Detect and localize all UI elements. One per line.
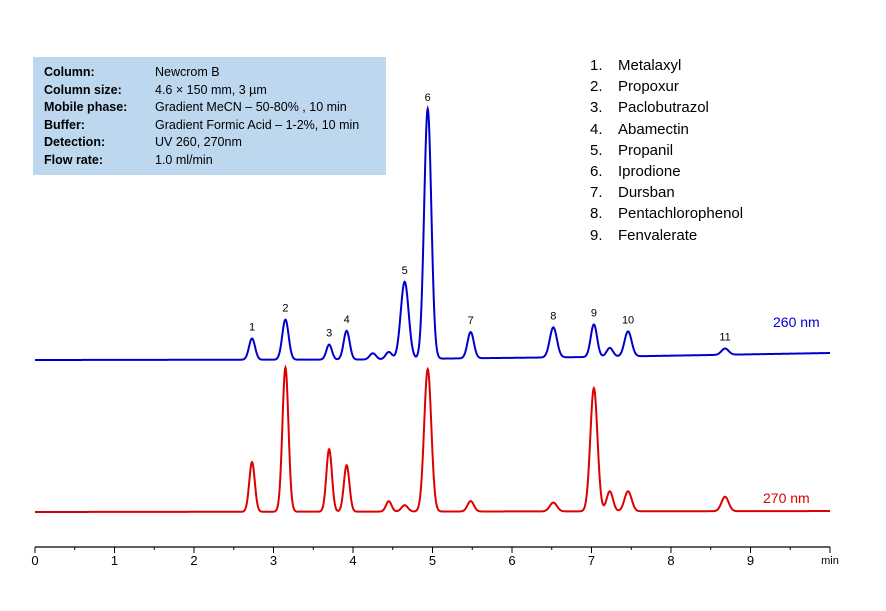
compound-number: 4. — [590, 120, 603, 138]
info-key: Detection: — [44, 135, 106, 150]
x-tick-label: 1 — [111, 553, 118, 568]
compound-name: Fenvalerate — [618, 226, 698, 244]
info-key: Mobile phase: — [44, 100, 128, 115]
info-key: Buffer: — [44, 117, 85, 132]
info-value: Newcrom B — [155, 65, 220, 79]
compound-number: 8. — [590, 205, 603, 223]
series-labels: 260 nm 270 nm — [763, 314, 820, 506]
compound-name: Dursban — [618, 184, 675, 202]
peak-label: 8 — [550, 310, 556, 322]
x-tick-label: 9 — [747, 553, 754, 568]
info-value: UV 260, 270nm — [155, 135, 242, 150]
peak-label: 9 — [591, 307, 597, 319]
info-key: Column: — [44, 65, 95, 79]
chromatogram-traces — [35, 104, 831, 513]
peak-label: 1 — [249, 321, 255, 333]
compound-name: Iprodione — [618, 163, 681, 180]
peak-label: 4 — [344, 314, 350, 326]
compound-name: Metalaxyl — [618, 57, 682, 74]
info-key: Column size: — [44, 82, 122, 97]
compound-name: Propoxur — [618, 78, 679, 96]
x-tick-label: 6 — [508, 553, 515, 568]
series-line-260-nm — [35, 104, 831, 361]
info-value: 1.0 ml/min — [155, 153, 213, 167]
compound-number: 7. — [590, 184, 603, 202]
compound-number: 5. — [590, 141, 603, 159]
method-conditions-box: Column: Newcrom B Column size: 4.6 × 150 mm… — [33, 57, 386, 175]
series-label: 260 nm — [773, 314, 820, 330]
compound-number: 3. — [590, 99, 603, 117]
x-tick-label: 8 — [667, 553, 674, 568]
compound-number: 9. — [590, 226, 603, 244]
x-tick-label: 3 — [270, 553, 277, 568]
compound-name: Paclobutrazol — [618, 99, 709, 117]
info-value: Gradient MeCN – 50-80% , 10 min — [155, 100, 347, 115]
compound-number: 1. — [590, 57, 603, 74]
peak-label: 7 — [468, 315, 474, 327]
compound-number: 6. — [590, 163, 603, 180]
x-tick-label: 2 — [190, 553, 197, 568]
series-line-270-nm — [35, 364, 830, 513]
x-tick-label: 4 — [349, 553, 356, 568]
peak-label: 11 — [719, 332, 730, 344]
x-tick-label: 0 — [31, 553, 38, 568]
x-tick-label: 5 — [429, 553, 436, 568]
info-value: Gradient Formic Acid – 1-2%, 10 min — [155, 117, 360, 132]
compound-name: Pentachlorophenol — [618, 205, 744, 223]
peak-label: 6 — [425, 92, 431, 104]
info-value: 4.6 × 150 mm, 3 µm — [155, 82, 267, 97]
compound-name: Propanil — [618, 141, 674, 159]
peak-labels: 1 2 34 5 6 7 8 9 10 11 — [249, 92, 731, 344]
x-axis-unit-label: min — [821, 555, 839, 567]
x-axis: 0 1 2 3 4 5 6 7 8 9 min — [31, 546, 839, 568]
compound-name: Abamectin — [618, 120, 689, 138]
peak-label: 10 — [622, 314, 634, 326]
compound-number: 2. — [590, 78, 603, 96]
peak-label: 3 — [326, 328, 332, 340]
info-key: Flow rate: — [44, 153, 104, 167]
peak-label: 5 — [402, 265, 408, 277]
series-label: 270 nm — [763, 490, 810, 506]
x-tick-label: 7 — [588, 553, 595, 568]
peak-label: 2 — [282, 303, 288, 315]
